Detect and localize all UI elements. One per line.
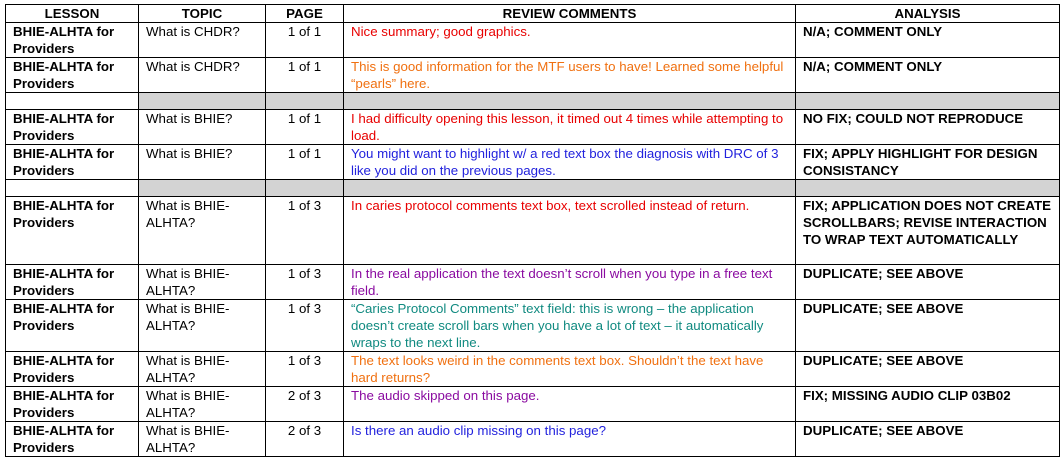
analysis-cell: FIX; MISSING AUDIO CLIP 03B02 [795,386,1060,422]
separator-cell [343,92,796,110]
lesson-cell: BHIE-ALHTA for Providers [5,144,139,180]
separator-cell [138,92,266,110]
comment-cell: The audio skipped on this page. [343,386,796,422]
page-cell: 1 of 1 [265,57,344,93]
review-comments-table: LESSON TOPIC PAGE REVIEW COMMENTS ANALYS… [5,4,1060,457]
page-cell: 2 of 3 [265,421,344,457]
separator-cell [343,179,796,197]
separator-cell [5,92,139,110]
analysis-cell: N/A; COMMENT ONLY [795,57,1060,93]
analysis-cell: FIX; APPLY HIGHLIGHT FOR DESIGN CONSISTA… [795,144,1060,180]
table-row: BHIE-ALHTA for Providers What is CHDR? 1 o… [5,22,1060,58]
table-row: BHIE-ALHTA for Providers What is BHIE-ALH… [5,386,1060,422]
topic-cell: What is BHIE? [138,109,266,145]
lesson-cell: BHIE-ALHTA for Providers [5,264,139,300]
header-row: LESSON TOPIC PAGE REVIEW COMMENTS ANALYS… [5,4,1060,23]
separator-cell [265,179,344,197]
comment-cell: This is good information for the MTF use… [343,57,796,93]
analysis-cell: DUPLICATE; SEE ABOVE [795,351,1060,387]
lesson-cell: BHIE-ALHTA for Providers [5,196,139,265]
separator-cell [795,179,1060,197]
topic-cell: What is BHIE-ALHTA? [138,196,266,265]
table-row: BHIE-ALHTA for Providers What is BHIE-ALH… [5,196,1060,265]
topic-cell: What is CHDR? [138,22,266,58]
header-review-comments: REVIEW COMMENTS [343,4,796,23]
header-topic: TOPIC [138,4,266,23]
page-cell: 2 of 3 [265,386,344,422]
table-row: BHIE-ALHTA for Providers What is BHIE? 1 o… [5,109,1060,145]
topic-cell: What is BHIE? [138,144,266,180]
header-analysis: ANALYSIS [795,4,1060,23]
page-cell: 1 of 3 [265,351,344,387]
topic-cell: What is CHDR? [138,57,266,93]
table-row: BHIE-ALHTA for Providers What is BHIE-ALH… [5,299,1060,352]
table-row: BHIE-ALHTA for Providers What is CHDR? 1 o… [5,57,1060,93]
comment-cell: Is there an audio clip missing on this p… [343,421,796,457]
separator-row [5,92,1060,110]
separator-row [5,179,1060,197]
analysis-cell: NO FIX; COULD NOT REPRODUCE [795,109,1060,145]
comment-cell: I had difficulty opening this lesson, it… [343,109,796,145]
analysis-cell: DUPLICATE; SEE ABOVE [795,299,1060,352]
topic-cell: What is BHIE-ALHTA? [138,299,266,352]
separator-cell [5,179,139,197]
topic-cell: What is BHIE-ALHTA? [138,421,266,457]
header-lesson: LESSON [5,4,139,23]
analysis-cell: N/A; COMMENT ONLY [795,22,1060,58]
table-row: BHIE-ALHTA for Providers What is BHIE? 1 o… [5,144,1060,180]
table-row: BHIE-ALHTA for Providers What is BHIE-ALH… [5,264,1060,300]
analysis-cell: DUPLICATE; SEE ABOVE [795,421,1060,457]
page-cell: 1 of 1 [265,22,344,58]
page-cell: 1 of 1 [265,144,344,180]
page-cell: 1 of 1 [265,109,344,145]
comment-cell: You might want to highlight w/ a red tex… [343,144,796,180]
lesson-cell: BHIE-ALHTA for Providers [5,109,139,145]
comment-cell: “Caries Protocol Comments” text field: t… [343,299,796,352]
lesson-cell: BHIE-ALHTA for Providers [5,386,139,422]
table-row: BHIE-ALHTA for Providers What is BHIE-ALH… [5,351,1060,387]
header-page: PAGE [265,4,344,23]
separator-cell [265,92,344,110]
comment-cell: Nice summary; good graphics. [343,22,796,58]
analysis-cell: DUPLICATE; SEE ABOVE [795,264,1060,300]
comment-cell: The text looks weird in the comments tex… [343,351,796,387]
table-row: BHIE-ALHTA for Providers What is BHIE-ALH… [5,421,1060,457]
page-cell: 1 of 3 [265,264,344,300]
lesson-cell: BHIE-ALHTA for Providers [5,421,139,457]
lesson-cell: BHIE-ALHTA for Providers [5,57,139,93]
page-cell: 1 of 3 [265,196,344,265]
topic-cell: What is BHIE-ALHTA? [138,264,266,300]
lesson-cell: BHIE-ALHTA for Providers [5,22,139,58]
comment-cell: In caries protocol comments text box, te… [343,196,796,265]
page-cell: 1 of 3 [265,299,344,352]
comment-cell: In the real application the text doesn’t… [343,264,796,300]
lesson-cell: BHIE-ALHTA for Providers [5,351,139,387]
topic-cell: What is BHIE-ALHTA? [138,351,266,387]
separator-cell [795,92,1060,110]
topic-cell: What is BHIE-ALHTA? [138,386,266,422]
separator-cell [138,179,266,197]
analysis-cell: FIX; APPLICATION DOES NOT CREATE SCROLLB… [795,196,1060,265]
lesson-cell: BHIE-ALHTA for Providers [5,299,139,352]
